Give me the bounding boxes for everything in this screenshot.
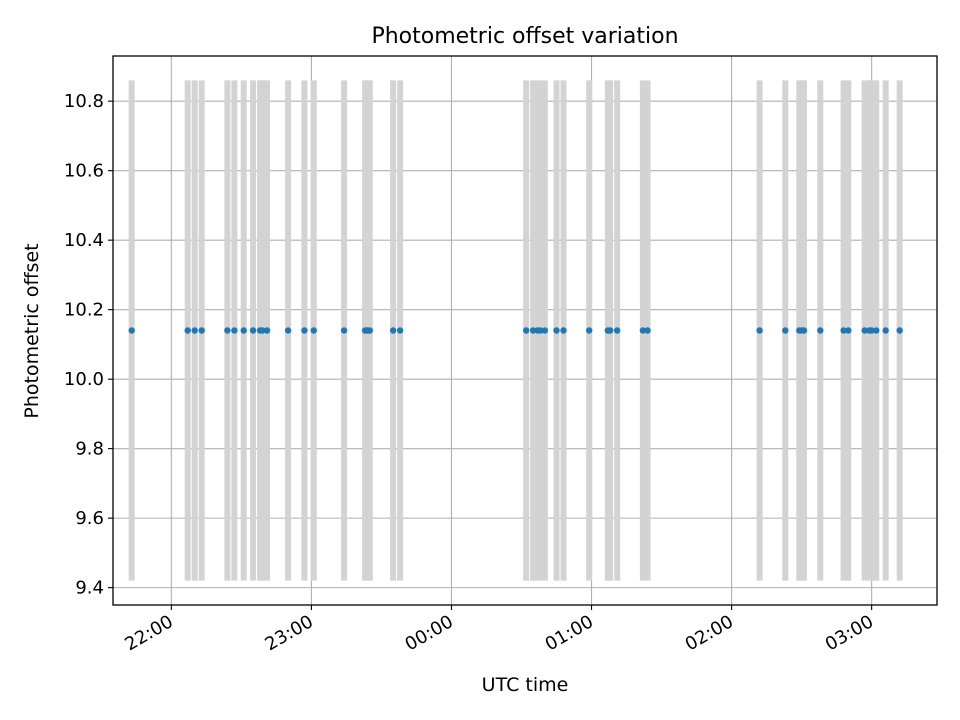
plot-frame [112,55,938,606]
data-points [128,327,903,334]
data-point [861,327,868,334]
data-point [128,327,135,334]
data-point [284,327,292,334]
y-axis: 9.4 9.6 9.8 10.0 10.2 10.4 10.6 10.8 [64,91,113,599]
data-point [553,327,560,334]
y-tick-label: 10.2 [64,300,104,321]
y-tick-label: 9.4 [75,578,104,599]
data-point [882,327,889,334]
data-point [845,327,852,334]
y-tick-label: 9.8 [75,439,104,460]
data-point [529,327,537,334]
data-point [560,327,567,334]
data-point [607,327,614,334]
data-point [800,327,808,334]
data-point [389,327,397,334]
data-point [224,327,231,334]
y-tick-label: 9.6 [75,508,104,529]
data-point [614,327,621,334]
data-point [263,327,271,334]
data-point [240,327,247,334]
y-tick-label: 10.4 [64,230,104,251]
data-point [249,327,257,334]
data-point [868,327,875,334]
data-point [782,327,789,334]
y-tick-label: 10.0 [64,369,104,390]
data-point [396,327,404,334]
data-point [639,327,647,334]
data-point [896,327,903,334]
y-tick-label: 10.6 [64,161,104,182]
data-point [536,327,544,334]
chart-title: Photometric offset variation [371,24,678,49]
data-point [259,327,266,334]
data-point [184,327,191,334]
y-axis-label: Photometric offset [21,243,43,418]
data-point [191,327,198,334]
data-point [310,327,317,334]
data-point [840,327,847,334]
data-point [541,327,549,334]
data-point [340,327,348,334]
data-point [198,327,205,334]
y-tick-label: 10.8 [64,91,104,112]
data-point [817,327,824,334]
data-point [231,327,238,334]
data-point [644,327,651,334]
data-point [301,327,308,334]
data-point [522,327,530,334]
data-point [585,327,593,334]
data-point [873,327,880,334]
x-axis-label: UTC time [482,674,569,696]
data-point [366,327,373,334]
data-point [756,327,763,334]
